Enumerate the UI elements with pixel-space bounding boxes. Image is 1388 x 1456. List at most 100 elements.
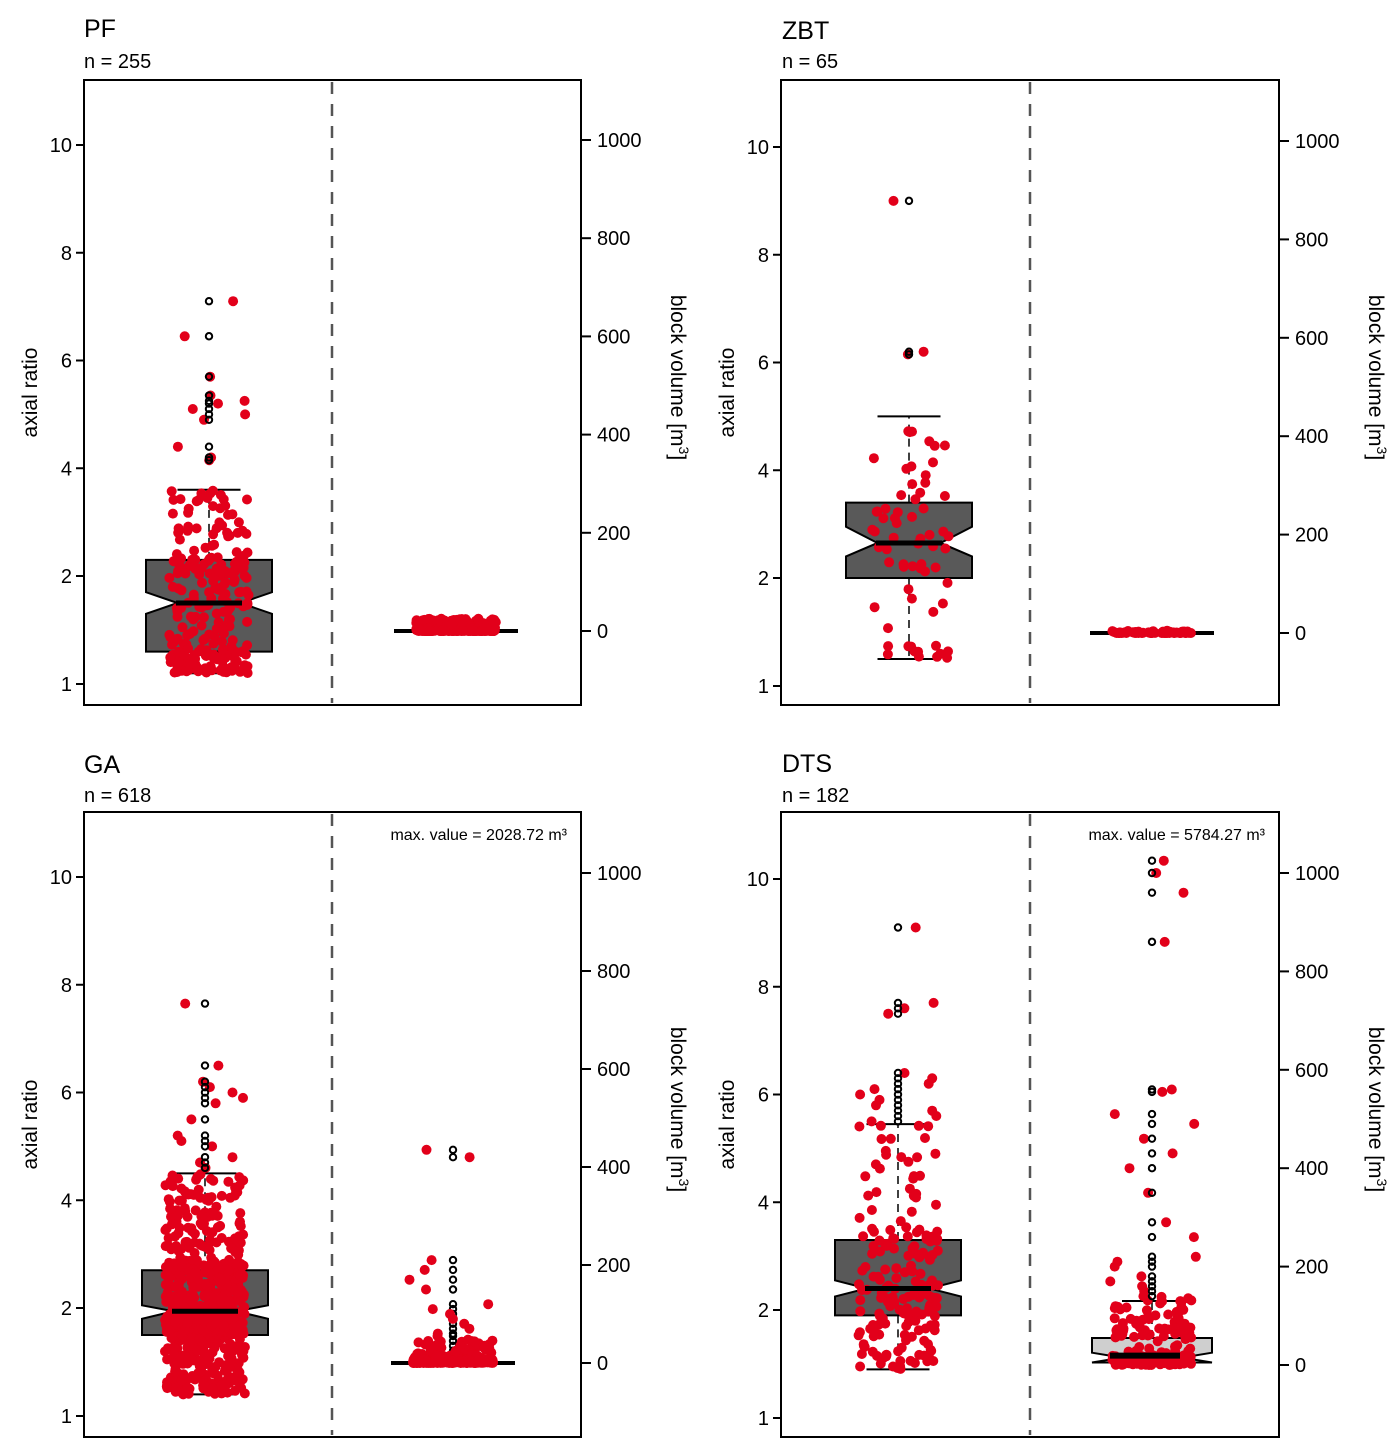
axial-ratio-data-point (868, 1331, 879, 1342)
axial-ratio-data-point (197, 1220, 208, 1231)
axial-ratio-data-point (186, 1114, 197, 1125)
axial-ratio-outlier-point (904, 347, 914, 356)
axial-ratio-data-point (872, 1350, 882, 1361)
axial-ratio-data-point (918, 503, 929, 514)
block-volume-data-point (479, 1340, 490, 1351)
axial-ratio-data-point (907, 426, 917, 437)
block-volume-data-point (423, 614, 434, 624)
axial-ratio-data-point (211, 623, 222, 634)
axial-ratio-data-point (875, 1358, 886, 1369)
block-volume-data-point (1115, 1304, 1126, 1315)
block-volume-data-point (1157, 1086, 1168, 1097)
block-volume-outlier-point (1147, 1188, 1157, 1198)
axial-ratio-outlier-point (904, 196, 914, 206)
left-axis-title: axial ratio (716, 1080, 739, 1170)
axial-ratio-data-point (931, 640, 941, 651)
block-volume-data-point (1158, 855, 1169, 866)
axial-ratio-outlier-point (204, 396, 214, 406)
axial-ratio-data-point (238, 1092, 248, 1103)
axial-ratio-data-point (913, 1251, 924, 1262)
axial-ratio-data-point (177, 1273, 188, 1284)
axial-ratio-data-point (925, 1305, 936, 1315)
plot-frame (780, 79, 1280, 706)
axial-ratio-data-point (860, 1171, 871, 1182)
axial-ratio-data-point (901, 1321, 912, 1331)
right-axis-tick-label: 800 (1295, 961, 1328, 983)
axial-ratio-data-point (935, 648, 946, 659)
axial-ratio-data-point (216, 1190, 227, 1201)
axial-ratio-data-point (220, 500, 231, 511)
left-axis-tick-label: 2 (61, 1298, 72, 1320)
block-volume-data-point (1113, 628, 1124, 638)
axial-ratio-outlier-point (200, 1077, 210, 1086)
left-axis-title: axial ratio (19, 348, 42, 438)
block-volume-data-point (478, 618, 489, 629)
block-volume-data-point (1131, 627, 1142, 638)
axial-ratio-data-point (914, 1349, 925, 1360)
axial-ratio-data-point (199, 1380, 210, 1391)
right-axis-tick-label: 1000 (1295, 131, 1340, 153)
axial-ratio-outlier-point (200, 1082, 210, 1092)
axial-ratio-data-point (162, 1311, 172, 1322)
axial-ratio-outlier-point (893, 1106, 903, 1115)
axial-ratio-data-point (940, 543, 951, 554)
axial-ratio-data-point (869, 602, 880, 613)
axial-ratio-data-point (218, 661, 229, 672)
block-volume-data-point (419, 1264, 430, 1275)
block-volume-outlier-point (448, 1265, 458, 1275)
axial-ratio-data-point (880, 1145, 891, 1156)
axial-ratio-data-point (172, 606, 183, 617)
axial-ratio-data-point (220, 589, 231, 599)
axial-ratio-data-point (931, 1235, 942, 1246)
axial-ratio-data-point (233, 1287, 244, 1298)
left-axis-tick-label: 2 (61, 566, 72, 588)
axial-ratio-data-points (853, 922, 943, 1374)
right-axis-tick-label: 200 (1295, 1257, 1328, 1279)
axial-ratio-data-point (176, 1375, 187, 1386)
axial-ratio-data-point (199, 1267, 210, 1278)
right-axis-tick-label: 400 (1295, 1158, 1328, 1180)
block-volume-outlier-point (448, 1300, 458, 1309)
axial-ratio-data-point (898, 559, 909, 570)
left-axis-tick-label: 4 (61, 1190, 72, 1212)
axial-ratio-data-point (163, 1194, 174, 1205)
block-volume-data-point (1105, 1276, 1116, 1287)
axial-ratio-data-point (882, 649, 893, 660)
block-volume-outlier-point (1147, 1134, 1157, 1143)
axial-ratio-data-point (177, 1286, 187, 1297)
block-volume-outlier-point (448, 1285, 458, 1294)
axial-ratio-data-point (242, 494, 252, 505)
panel-ga: GA n = 618 1 2 4 6 8 10 axial ratio 0 200 400 600 800… (19, 751, 692, 1438)
axial-ratio-data-point (235, 1208, 246, 1219)
axial-ratio-data-point (179, 331, 190, 342)
axial-ratio-outlier-point (200, 1136, 210, 1146)
block-volume-outlier-point (1147, 1252, 1157, 1261)
max-value-note: max. value = 5784.27 m³ (1088, 827, 1265, 844)
axial-ratio-data-point (901, 1303, 912, 1314)
sample-size-label: n = 182 (782, 785, 849, 807)
axial-ratio-data-point (939, 440, 950, 451)
left-axis-tick-label: 8 (61, 975, 72, 997)
axial-ratio-outlier-point (200, 999, 210, 1008)
axial-ratio-outlier-point (893, 1084, 903, 1094)
right-axis-tick-label: 800 (597, 961, 630, 983)
axial-ratio-data-point (196, 1366, 207, 1377)
block-volume-outlier-point (448, 1324, 458, 1333)
axial-ratio-data-point (200, 1348, 210, 1358)
axial-ratio-data-point (188, 589, 199, 600)
axial-ratio-data-point (867, 524, 878, 535)
axial-ratio-box-body (845, 501, 973, 579)
block-volume-outlier-point (1147, 888, 1157, 897)
block-volume-data-point (1167, 1148, 1178, 1159)
axial-ratio-data-point (234, 1180, 245, 1191)
axial-ratio-data-point (889, 1233, 900, 1244)
axial-ratio-data-point (866, 1205, 877, 1215)
axial-ratio-data-point (161, 1296, 172, 1307)
axial-ratio-data-point (240, 649, 251, 660)
left-axis-tick-label: 10 (50, 135, 72, 157)
axial-ratio-data-point (175, 1352, 186, 1363)
left-axis-tick-label: 1 (61, 674, 72, 696)
block-volume-data-point (1175, 1321, 1186, 1332)
left-axis-title: axial ratio (716, 348, 739, 438)
axial-ratio-data-point (928, 606, 939, 617)
